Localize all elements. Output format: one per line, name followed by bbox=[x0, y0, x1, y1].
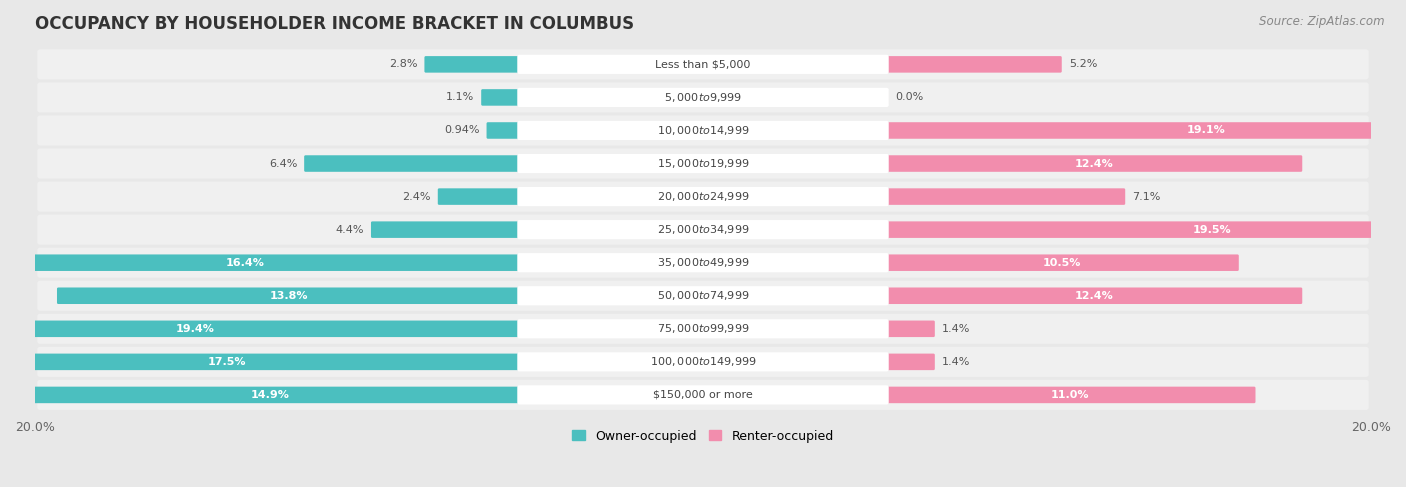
FancyBboxPatch shape bbox=[0, 354, 520, 370]
FancyBboxPatch shape bbox=[517, 253, 889, 272]
FancyBboxPatch shape bbox=[38, 380, 1368, 410]
Text: 1.4%: 1.4% bbox=[942, 357, 970, 367]
Text: $25,000 to $34,999: $25,000 to $34,999 bbox=[657, 223, 749, 236]
FancyBboxPatch shape bbox=[517, 88, 889, 107]
FancyBboxPatch shape bbox=[38, 82, 1368, 112]
Text: $75,000 to $99,999: $75,000 to $99,999 bbox=[657, 322, 749, 336]
FancyBboxPatch shape bbox=[517, 385, 889, 405]
Text: $35,000 to $49,999: $35,000 to $49,999 bbox=[657, 256, 749, 269]
FancyBboxPatch shape bbox=[486, 122, 520, 139]
FancyBboxPatch shape bbox=[38, 347, 1368, 377]
Text: $150,000 or more: $150,000 or more bbox=[654, 390, 752, 400]
FancyBboxPatch shape bbox=[481, 89, 520, 106]
Text: 16.4%: 16.4% bbox=[226, 258, 264, 268]
Text: Less than $5,000: Less than $5,000 bbox=[655, 59, 751, 69]
FancyBboxPatch shape bbox=[517, 187, 889, 206]
Text: OCCUPANCY BY HOUSEHOLDER INCOME BRACKET IN COLUMBUS: OCCUPANCY BY HOUSEHOLDER INCOME BRACKET … bbox=[35, 15, 634, 33]
Text: 2.8%: 2.8% bbox=[389, 59, 418, 69]
Text: 13.8%: 13.8% bbox=[270, 291, 308, 301]
FancyBboxPatch shape bbox=[517, 55, 889, 74]
FancyBboxPatch shape bbox=[38, 314, 1368, 344]
Text: $20,000 to $24,999: $20,000 to $24,999 bbox=[657, 190, 749, 203]
FancyBboxPatch shape bbox=[886, 122, 1406, 139]
Text: 2.4%: 2.4% bbox=[402, 191, 430, 202]
Text: 5.2%: 5.2% bbox=[1069, 59, 1097, 69]
Text: 12.4%: 12.4% bbox=[1074, 159, 1114, 169]
FancyBboxPatch shape bbox=[20, 387, 520, 403]
FancyBboxPatch shape bbox=[886, 254, 1239, 271]
FancyBboxPatch shape bbox=[38, 115, 1368, 146]
FancyBboxPatch shape bbox=[886, 89, 889, 106]
FancyBboxPatch shape bbox=[38, 182, 1368, 212]
FancyBboxPatch shape bbox=[58, 287, 520, 304]
Text: 0.0%: 0.0% bbox=[896, 93, 924, 102]
FancyBboxPatch shape bbox=[886, 188, 1125, 205]
Text: 1.4%: 1.4% bbox=[942, 324, 970, 334]
FancyBboxPatch shape bbox=[517, 352, 889, 372]
FancyBboxPatch shape bbox=[517, 121, 889, 140]
Text: 19.4%: 19.4% bbox=[176, 324, 215, 334]
FancyBboxPatch shape bbox=[517, 220, 889, 239]
FancyBboxPatch shape bbox=[0, 320, 520, 337]
FancyBboxPatch shape bbox=[517, 286, 889, 305]
Legend: Owner-occupied, Renter-occupied: Owner-occupied, Renter-occupied bbox=[568, 425, 838, 448]
FancyBboxPatch shape bbox=[304, 155, 520, 172]
FancyBboxPatch shape bbox=[38, 149, 1368, 179]
FancyBboxPatch shape bbox=[517, 154, 889, 173]
Text: 7.1%: 7.1% bbox=[1132, 191, 1160, 202]
Text: 17.5%: 17.5% bbox=[208, 357, 246, 367]
FancyBboxPatch shape bbox=[425, 56, 520, 73]
FancyBboxPatch shape bbox=[371, 222, 520, 238]
FancyBboxPatch shape bbox=[38, 248, 1368, 278]
Text: $10,000 to $14,999: $10,000 to $14,999 bbox=[657, 124, 749, 137]
Text: 4.4%: 4.4% bbox=[336, 225, 364, 235]
FancyBboxPatch shape bbox=[886, 320, 935, 337]
FancyBboxPatch shape bbox=[38, 215, 1368, 244]
Text: 14.9%: 14.9% bbox=[252, 390, 290, 400]
Text: 11.0%: 11.0% bbox=[1052, 390, 1090, 400]
FancyBboxPatch shape bbox=[886, 287, 1302, 304]
FancyBboxPatch shape bbox=[437, 188, 520, 205]
FancyBboxPatch shape bbox=[886, 354, 935, 370]
FancyBboxPatch shape bbox=[886, 222, 1406, 238]
Text: Source: ZipAtlas.com: Source: ZipAtlas.com bbox=[1260, 15, 1385, 28]
Text: 19.5%: 19.5% bbox=[1194, 225, 1232, 235]
FancyBboxPatch shape bbox=[886, 56, 1062, 73]
Text: 1.1%: 1.1% bbox=[446, 93, 474, 102]
Text: 19.1%: 19.1% bbox=[1187, 126, 1225, 135]
Text: $15,000 to $19,999: $15,000 to $19,999 bbox=[657, 157, 749, 170]
FancyBboxPatch shape bbox=[0, 254, 520, 271]
Text: 0.94%: 0.94% bbox=[444, 126, 479, 135]
Text: $5,000 to $9,999: $5,000 to $9,999 bbox=[664, 91, 742, 104]
Text: $100,000 to $149,999: $100,000 to $149,999 bbox=[650, 356, 756, 368]
Text: $50,000 to $74,999: $50,000 to $74,999 bbox=[657, 289, 749, 302]
FancyBboxPatch shape bbox=[517, 319, 889, 338]
Text: 10.5%: 10.5% bbox=[1043, 258, 1081, 268]
Text: 12.4%: 12.4% bbox=[1074, 291, 1114, 301]
Text: 6.4%: 6.4% bbox=[269, 159, 297, 169]
FancyBboxPatch shape bbox=[38, 49, 1368, 79]
FancyBboxPatch shape bbox=[886, 387, 1256, 403]
FancyBboxPatch shape bbox=[886, 155, 1302, 172]
FancyBboxPatch shape bbox=[38, 281, 1368, 311]
